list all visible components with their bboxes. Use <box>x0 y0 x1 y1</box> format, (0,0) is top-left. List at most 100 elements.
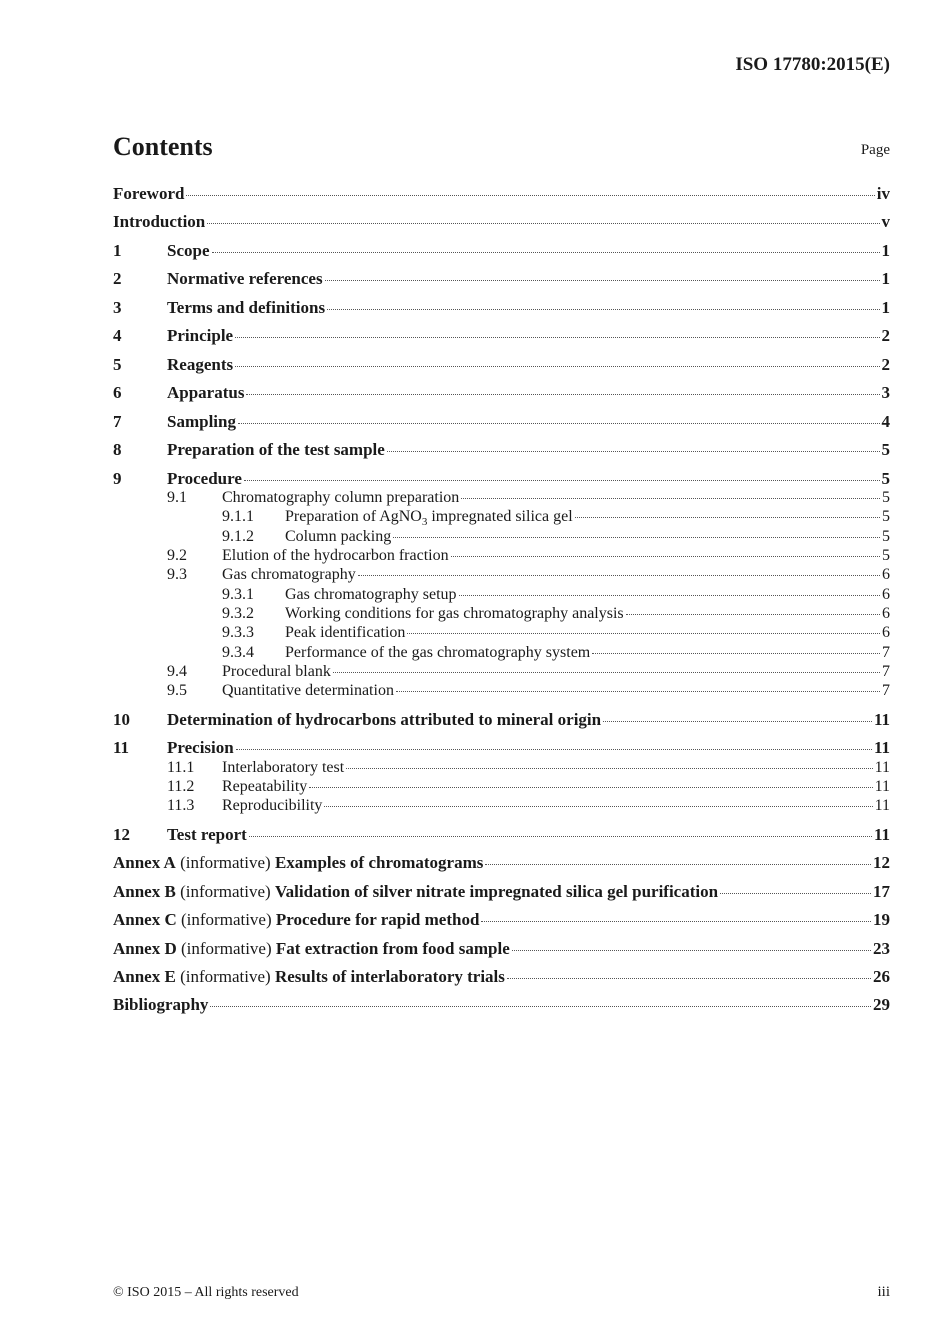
toc-entry-title: Terms and definitions <box>167 298 325 318</box>
toc-entry[interactable]: Annex A (informative) Examples of chroma… <box>113 853 890 873</box>
toc-entry-title: Repeatability <box>222 778 307 796</box>
toc-entry-page: 4 <box>881 411 891 431</box>
toc-entry[interactable]: 2 Normative references 1 <box>113 269 890 289</box>
toc-entry[interactable]: 11 Precision 11 <box>113 738 890 758</box>
toc-entry[interactable]: Bibliography 29 <box>113 995 890 1015</box>
toc-entry[interactable]: 9.3.2 Working conditions for gas chromato… <box>113 605 890 623</box>
toc-entry[interactable]: Foreword iv <box>113 184 890 204</box>
toc-entry[interactable]: 1 Scope 1 <box>113 241 890 261</box>
toc-entry[interactable]: 11.1 Interlaboratory test 11 <box>113 759 890 777</box>
toc-entry[interactable]: 9.1.1 Preparation of AgNO3 impregnated si… <box>113 508 890 528</box>
toc-entry-page: 11 <box>874 758 890 776</box>
dot-leader <box>720 892 871 894</box>
toc-entry-page: 5 <box>881 440 891 460</box>
dot-leader <box>574 517 880 519</box>
toc-entry-title: Precision <box>167 738 234 758</box>
toc-entry-number: 9.4 <box>167 663 187 680</box>
toc-entry-page: 5 <box>882 546 890 564</box>
toc-entry-title-text: Introduction <box>113 212 206 232</box>
dot-leader <box>235 365 880 367</box>
toc-entry[interactable]: 6 Apparatus 3 <box>113 383 890 403</box>
dot-leader <box>395 691 880 693</box>
toc-entry[interactable]: 9.3.3 Peak identification 6 <box>113 624 890 642</box>
toc-entry-title: Procedural blank <box>222 663 331 681</box>
toc-entry[interactable]: 12 Test report 11 <box>113 825 890 845</box>
toc-entry-number: 11.3 <box>167 797 195 815</box>
toc-entry-title-text: Validation of silver nitrate impregnated… <box>274 881 719 901</box>
toc-entry-page: 6 <box>882 585 890 603</box>
toc-entry[interactable]: Annex D (informative) Fat extraction fro… <box>113 939 890 959</box>
toc-entry-title-text: Procedural blank <box>222 663 331 680</box>
toc-entry[interactable]: 9.3 Gas chromatography 6 <box>113 566 890 584</box>
dot-leader <box>246 394 880 396</box>
toc-entry-number: 3 <box>113 297 122 317</box>
toc-entry-title-text: Interlaboratory test <box>222 758 345 776</box>
toc-entry-page: 7 <box>882 643 890 661</box>
toc-entry-title: Gas chromatography setup <box>285 586 457 604</box>
toc-entry-title: Reagents <box>167 355 233 375</box>
toc-entry-title: Apparatus <box>167 383 244 403</box>
toc-entry-title: Working conditions for gas chromatograph… <box>285 605 624 623</box>
toc-entry-title: Annex E (informative) Results of interla… <box>113 967 505 987</box>
toc-entry[interactable]: 4 Principle 2 <box>113 326 890 346</box>
toc-entry-title: Annex D (informative) Fat extraction fro… <box>113 939 510 959</box>
toc-entry[interactable]: Annex E (informative) Results of interla… <box>113 967 890 987</box>
toc-entry[interactable]: 11.2 Repeatability 11 <box>113 778 890 796</box>
dot-leader <box>592 652 880 654</box>
toc-entry-title-text: Preparation of the test sample <box>167 440 385 460</box>
toc-entry[interactable]: 11.3 Reproducibility 11 <box>113 797 890 815</box>
toc-entry-title: Preparation of the test sample <box>167 440 385 460</box>
toc-entry[interactable]: 9 Procedure 5 <box>113 469 890 489</box>
toc-entry[interactable]: 9.4 Procedural blank 7 <box>113 663 890 681</box>
toc-entry-number: 7 <box>113 411 122 431</box>
toc-entry[interactable]: 9.2 Elution of the hydrocarbon fraction 5 <box>113 547 890 565</box>
toc-entry-title: Quantitative determination <box>222 682 394 700</box>
toc-entry-page: iv <box>876 184 890 203</box>
dot-leader <box>324 280 880 282</box>
toc-entry-title-text: Fat extraction from food sample <box>275 938 510 958</box>
dot-leader <box>450 555 880 557</box>
toc-entry[interactable]: Annex C (informative) Procedure for rapi… <box>113 910 890 930</box>
toc-entry-number: 9.3.3 <box>222 624 254 642</box>
dot-leader <box>458 594 880 596</box>
toc-entry[interactable]: 9.1.2 Column packing 5 <box>113 528 890 546</box>
toc-entry-number: 9 <box>113 468 122 488</box>
dot-leader <box>386 451 880 453</box>
toc-entry-title-text: Bibliography <box>113 995 209 1015</box>
dot-leader <box>346 767 873 769</box>
toc-entry-page: 23 <box>873 938 890 958</box>
toc-entry-title: Gas chromatography <box>222 566 356 584</box>
toc-entry-page: 5 <box>882 508 890 526</box>
toc-entry-page: 11 <box>873 738 890 758</box>
toc-entry-number: 9.5 <box>167 682 187 700</box>
toc-entry-title: Sampling <box>167 412 236 432</box>
dot-leader <box>481 921 871 923</box>
toc-entry[interactable]: Annex B (informative) Validation of silv… <box>113 882 890 902</box>
toc-entry[interactable]: 9.5 Quantitative determination 7 <box>113 682 890 700</box>
toc-entry[interactable]: 10 Determination of hydrocarbons attribut… <box>113 710 890 730</box>
toc-entry[interactable]: 8 Preparation of the test sample 5 <box>113 440 890 460</box>
annex-informative-note: (informative) <box>175 881 275 901</box>
toc-entry[interactable]: Introduction v <box>113 212 890 232</box>
toc-entry[interactable]: 3 Terms and definitions 1 <box>113 298 890 318</box>
toc-entry-title: Preparation of AgNO3 impregnated silica … <box>285 508 573 528</box>
toc-entry-number: 9.1 <box>167 488 187 506</box>
subscript: 3 <box>421 516 428 529</box>
toc-entry[interactable]: 9.1 Chromatography column preparation 5 <box>113 489 890 507</box>
toc-entry[interactable]: 9.3.4 Performance of the gas chromatograp… <box>113 644 890 662</box>
dot-leader <box>393 536 880 538</box>
dot-leader <box>186 195 875 196</box>
toc-entry-title-text: Peak identification <box>285 624 406 642</box>
dot-leader <box>327 308 880 310</box>
dot-leader <box>210 1006 871 1008</box>
toc-entry[interactable]: 5 Reagents 2 <box>113 355 890 375</box>
toc-entry-page: 5 <box>882 527 890 545</box>
toc-entry[interactable]: 9.3.1 Gas chromatography setup 6 <box>113 586 890 604</box>
toc-entry-title: Foreword <box>113 184 184 204</box>
toc-entry-number: 11.2 <box>167 777 195 795</box>
toc-entry-title: Chromatography column preparation <box>222 489 459 507</box>
toc-entry[interactable]: 7 Sampling 4 <box>113 412 890 432</box>
toc-entry-title-text: Working conditions for gas chromatograph… <box>285 604 624 622</box>
dot-leader <box>357 575 880 577</box>
